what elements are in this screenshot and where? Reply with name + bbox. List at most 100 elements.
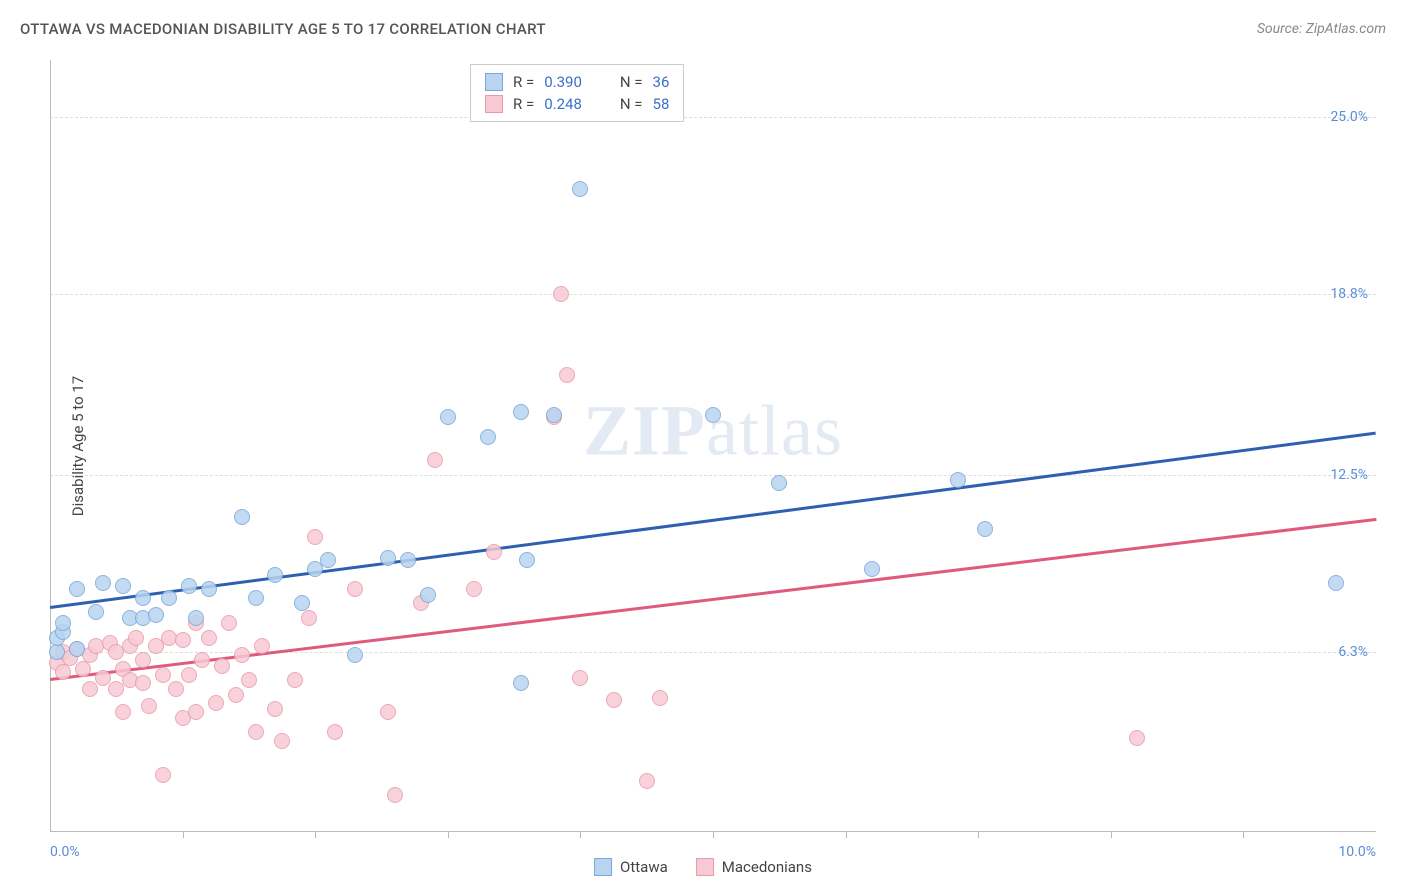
data-point: [214, 658, 230, 674]
x-tick-mark: [1243, 832, 1244, 838]
data-point: [1328, 575, 1344, 591]
data-point: [115, 704, 131, 720]
data-point: [387, 787, 403, 803]
data-point: [320, 552, 336, 568]
legend-swatch-icon: [485, 95, 503, 113]
data-point: [248, 590, 264, 606]
y-tick-label: 12.5%: [1330, 467, 1368, 483]
legend-label: Macedonians: [722, 858, 812, 876]
data-point: [69, 641, 85, 657]
data-point: [466, 581, 482, 597]
stats-legend: R = 0.390N = 36R = 0.248N = 58: [470, 64, 684, 122]
legend-swatch-icon: [594, 858, 612, 876]
data-point: [234, 647, 250, 663]
data-point: [194, 652, 210, 668]
data-point: [705, 407, 721, 423]
data-point: [75, 661, 91, 677]
x-tick-mark: [448, 832, 449, 838]
data-point: [480, 429, 496, 445]
data-point: [148, 607, 164, 623]
data-point: [864, 561, 880, 577]
data-point: [572, 670, 588, 686]
legend-swatch-icon: [696, 858, 714, 876]
data-point: [652, 690, 668, 706]
data-point: [55, 615, 71, 631]
stat-r-value: 0.248: [544, 95, 582, 113]
gridline: [50, 294, 1376, 295]
data-point: [135, 675, 151, 691]
legend-swatch-icon: [485, 73, 503, 91]
plot-area: 6.3%12.5%18.8%25.0%0.0%10.0% ZIPatlas R …: [50, 60, 1376, 832]
data-point: [55, 664, 71, 680]
data-point: [513, 404, 529, 420]
x-tick-mark: [713, 832, 714, 838]
x-tick-mark: [183, 832, 184, 838]
data-point: [221, 615, 237, 631]
y-tick-label: 6.3%: [1338, 644, 1368, 660]
data-point: [161, 590, 177, 606]
data-point: [181, 667, 197, 683]
data-point: [88, 604, 104, 620]
stat-r-label: R =: [513, 73, 534, 91]
data-point: [181, 578, 197, 594]
data-point: [234, 509, 250, 525]
data-point: [135, 652, 151, 668]
stat-r-label: R =: [513, 95, 534, 113]
data-point: [82, 681, 98, 697]
x-tick-mark: [846, 832, 847, 838]
data-point: [95, 575, 111, 591]
data-point: [559, 367, 575, 383]
data-point: [301, 610, 317, 626]
data-point: [294, 595, 310, 611]
data-point: [572, 181, 588, 197]
data-point: [327, 724, 343, 740]
data-point: [267, 567, 283, 583]
data-point: [248, 724, 264, 740]
data-point: [188, 704, 204, 720]
data-point: [155, 667, 171, 683]
data-point: [546, 407, 562, 423]
data-point: [606, 692, 622, 708]
data-point: [128, 630, 144, 646]
data-point: [267, 701, 283, 717]
x-tick-mark: [315, 832, 316, 838]
data-point: [950, 472, 966, 488]
data-point: [380, 704, 396, 720]
x-tick-mark: [978, 832, 979, 838]
data-point: [287, 672, 303, 688]
data-point: [228, 687, 244, 703]
data-point: [440, 409, 456, 425]
stats-legend-row: R = 0.390N = 36: [485, 71, 669, 93]
data-point: [241, 672, 257, 688]
stat-n-label: N =: [620, 95, 643, 113]
data-point: [188, 610, 204, 626]
data-point: [95, 670, 111, 686]
data-point: [553, 286, 569, 302]
data-point: [1129, 730, 1145, 746]
gridline: [50, 117, 1376, 118]
data-point: [307, 529, 323, 545]
chart-container: OTTAWA VS MACEDONIAN DISABILITY AGE 5 TO…: [0, 0, 1406, 892]
stat-r-value: 0.390: [544, 73, 582, 91]
data-point: [141, 698, 157, 714]
series-legend: Ottawa Macedonians: [594, 858, 812, 876]
data-point: [274, 733, 290, 749]
x-tick-mark: [580, 832, 581, 838]
data-point: [639, 773, 655, 789]
data-point: [771, 475, 787, 491]
data-point: [201, 630, 217, 646]
stats-legend-row: R = 0.248N = 58: [485, 93, 669, 115]
chart-title: OTTAWA VS MACEDONIAN DISABILITY AGE 5 TO…: [20, 20, 546, 38]
y-tick-label: 18.8%: [1330, 286, 1368, 302]
x-tick-label: 10.0%: [1338, 844, 1376, 860]
data-point: [400, 552, 416, 568]
data-point: [69, 581, 85, 597]
x-tick-mark: [1111, 832, 1112, 838]
stat-n-value: 36: [653, 73, 670, 91]
source-attribution: Source: ZipAtlas.com: [1257, 21, 1386, 37]
data-point: [519, 552, 535, 568]
legend-label: Ottawa: [620, 858, 668, 876]
data-point: [155, 767, 171, 783]
data-point: [486, 544, 502, 560]
data-point: [254, 638, 270, 654]
